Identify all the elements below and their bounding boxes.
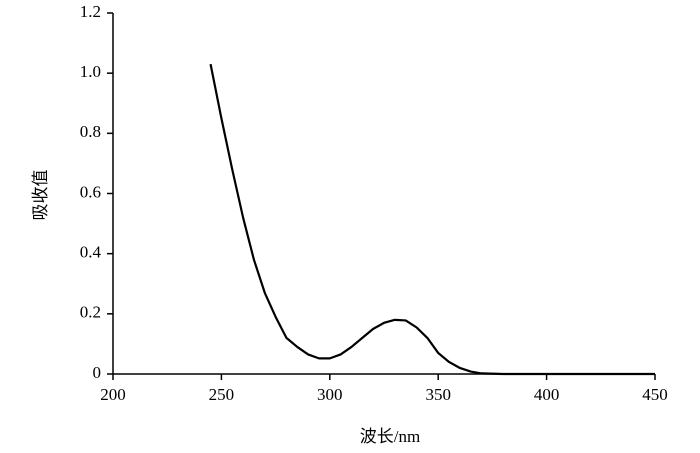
- y-axis-title: 吸收值: [31, 170, 50, 221]
- x-tick-label: 200: [100, 385, 126, 404]
- x-tick-label: 300: [317, 385, 343, 404]
- x-axis-title: 波长/nm: [360, 427, 420, 446]
- y-tick-label: 0.6: [80, 182, 101, 201]
- x-tick-label: 400: [534, 385, 560, 404]
- x-tick-label: 450: [642, 385, 668, 404]
- y-tick-label: 0.8: [80, 122, 101, 141]
- x-tick-label: 250: [209, 385, 235, 404]
- y-tick-label: 0.4: [80, 243, 102, 262]
- y-tick-label: 0: [93, 363, 102, 382]
- y-tick-label: 1.0: [80, 62, 101, 81]
- data-line: [209, 63, 655, 376]
- x-tick-label: 350: [425, 385, 451, 404]
- y-tick-label: 1.2: [80, 2, 101, 21]
- y-tick-label: 0.2: [80, 303, 101, 322]
